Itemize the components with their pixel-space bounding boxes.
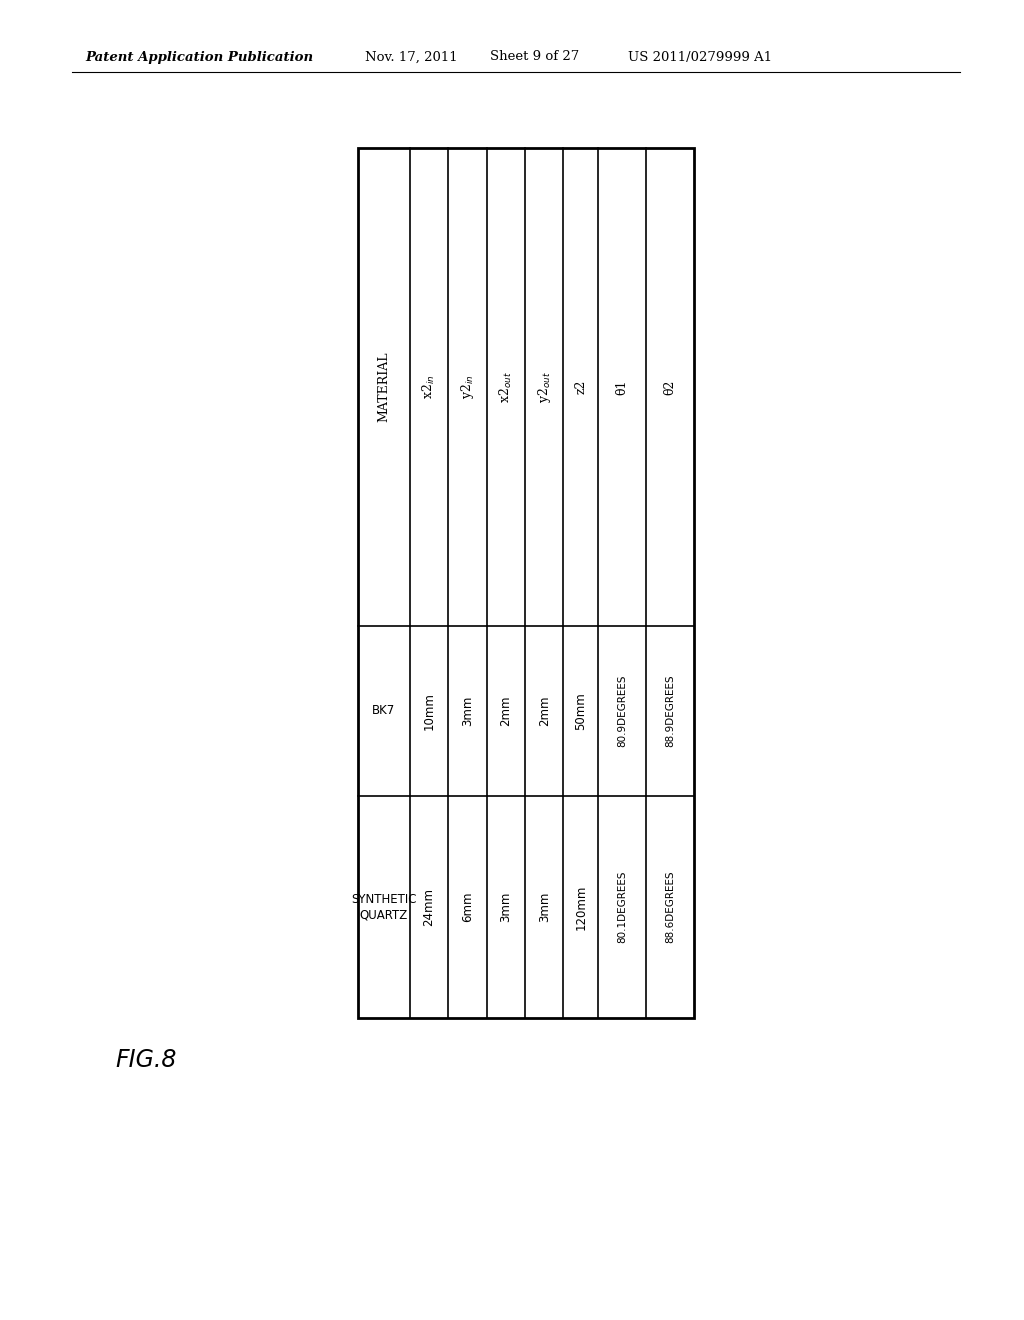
Text: θ1: θ1 — [615, 379, 629, 395]
Text: z2: z2 — [574, 380, 587, 393]
Text: 88.9DEGREES: 88.9DEGREES — [665, 675, 675, 747]
Text: SYNTHETIC
QUARTZ: SYNTHETIC QUARTZ — [351, 894, 417, 921]
Text: 2mm: 2mm — [500, 696, 512, 726]
Text: Nov. 17, 2011: Nov. 17, 2011 — [365, 50, 458, 63]
Text: y2$_{in}$: y2$_{in}$ — [459, 375, 476, 399]
Text: 10mm: 10mm — [423, 692, 435, 730]
Text: x2$_{out}$: x2$_{out}$ — [498, 371, 514, 403]
Text: Patent Application Publication: Patent Application Publication — [85, 50, 313, 63]
Text: FIG.8: FIG.8 — [115, 1048, 176, 1072]
Text: BK7: BK7 — [373, 705, 395, 718]
Text: 120mm: 120mm — [574, 884, 587, 929]
Text: 2mm: 2mm — [538, 696, 551, 726]
Bar — [358, 148, 694, 1018]
Text: 80.9DEGREES: 80.9DEGREES — [617, 675, 627, 747]
Text: US 2011/0279999 A1: US 2011/0279999 A1 — [628, 50, 772, 63]
Text: x2$_{in}$: x2$_{in}$ — [421, 375, 437, 399]
Text: 80.1DEGREES: 80.1DEGREES — [617, 871, 627, 944]
Text: 3mm: 3mm — [538, 892, 551, 923]
Text: Sheet 9 of 27: Sheet 9 of 27 — [490, 50, 580, 63]
Text: 3mm: 3mm — [500, 892, 512, 923]
Text: 50mm: 50mm — [574, 692, 587, 730]
Text: 6mm: 6mm — [461, 892, 474, 923]
Text: 3mm: 3mm — [461, 696, 474, 726]
Text: MATERIAL: MATERIAL — [378, 351, 390, 422]
Text: 88.6DEGREES: 88.6DEGREES — [665, 871, 675, 944]
Text: 24mm: 24mm — [423, 888, 435, 927]
Text: y2$_{out}$: y2$_{out}$ — [536, 371, 553, 403]
Text: θ2: θ2 — [664, 379, 677, 395]
